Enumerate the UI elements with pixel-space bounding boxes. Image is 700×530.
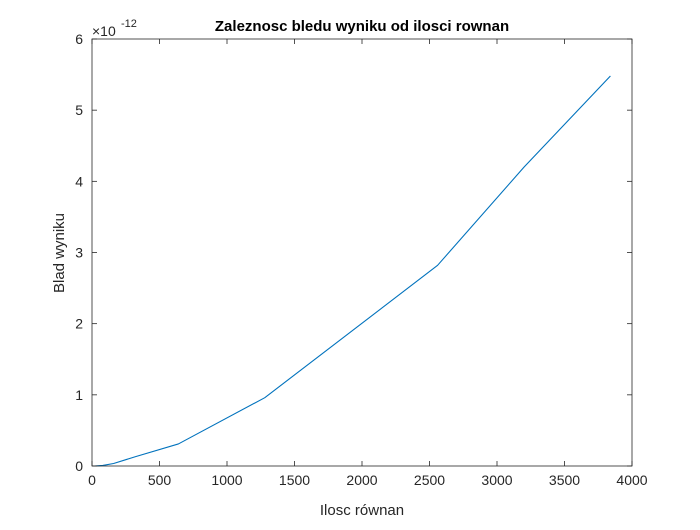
x-tick-label: 1000 — [211, 472, 242, 488]
y-tick-label: 0 — [75, 458, 83, 474]
y-tick-label: 6 — [75, 31, 83, 47]
data-point — [436, 264, 438, 266]
data-point — [177, 443, 179, 445]
y-tick-label: 2 — [75, 316, 83, 332]
data-point — [523, 166, 525, 168]
y-tick-label: 1 — [75, 387, 83, 403]
data-point — [134, 456, 136, 458]
data-point — [112, 462, 114, 464]
data-point — [609, 75, 611, 77]
data-point — [264, 396, 266, 398]
x-tick-label: 0 — [88, 472, 96, 488]
x-axis-label: Ilosc równan — [320, 502, 404, 519]
x-tick-label: 2500 — [414, 472, 445, 488]
x-tick-label: 4000 — [616, 472, 647, 488]
x-tick-label: 3500 — [549, 472, 580, 488]
x-tick-label: 1500 — [279, 472, 310, 488]
x-tick-label: 2000 — [346, 472, 377, 488]
y-axis-exponent-base: ×10 — [92, 23, 116, 39]
y-tick-label: 5 — [75, 102, 83, 118]
x-tick-label: 3000 — [481, 472, 512, 488]
y-axis-ticks: 0 1 2 3 4 5 6 — [75, 31, 632, 474]
x-axis-ticks: 0 500 1000 1500 2000 2500 3000 3500 4000 — [88, 39, 648, 488]
y-axis-exponent-power: -12 — [121, 18, 137, 30]
y-tick-label: 3 — [75, 245, 83, 261]
y-tick-label: 4 — [75, 173, 83, 189]
axes-background — [92, 39, 632, 466]
x-tick-label: 500 — [148, 472, 172, 488]
chart-title: Zaleznosc bledu wyniku od ilosci rownan — [215, 18, 509, 35]
y-axis-exponent: ×10 -12 — [92, 18, 137, 39]
y-axis-label: Blad wyniku — [51, 213, 68, 293]
